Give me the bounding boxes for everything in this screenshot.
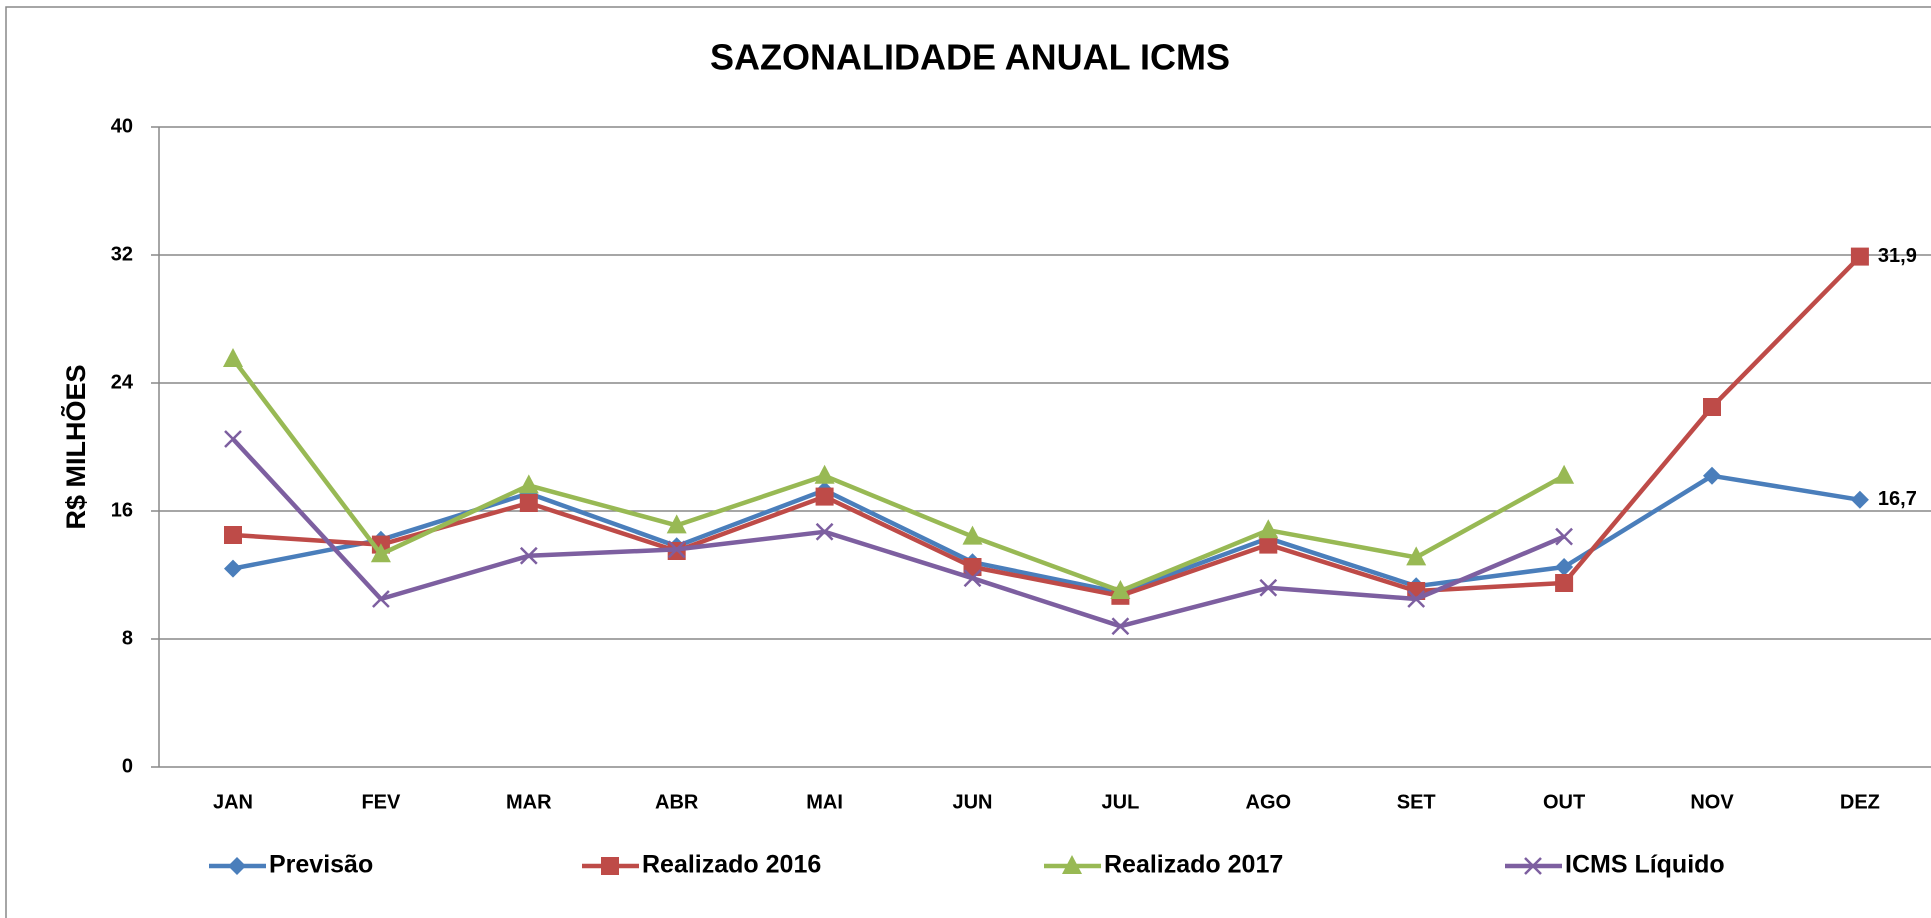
y-tick-label: 8 [122, 627, 133, 649]
legend-label: Realizado 2016 [642, 851, 821, 879]
legend-item: ICMS Líquido [1505, 851, 1725, 879]
point [1407, 590, 1426, 608]
point [1555, 558, 1574, 576]
point [372, 590, 390, 608]
x-tick-label: ABR [655, 791, 699, 813]
legend-marker [1062, 855, 1082, 874]
series-line [231, 437, 1565, 629]
point [814, 464, 835, 484]
point [1555, 527, 1573, 546]
point [1703, 466, 1721, 485]
x-tick-label: JUN [952, 791, 992, 813]
x-tick-label: MAR [506, 791, 552, 813]
point [1554, 464, 1575, 484]
point [815, 487, 834, 506]
y-axis-title: R$ MILHÕES [60, 364, 91, 529]
x-tick-label: OUT [1543, 791, 1585, 813]
data-label: 31,9 [1878, 245, 1917, 267]
point [518, 474, 539, 494]
legend-label: Previsão [269, 851, 373, 879]
y-tick-label: 32 [111, 243, 133, 265]
y-tick-label: 24 [111, 371, 134, 393]
y-tick-label: 16 [111, 499, 133, 521]
point [1258, 519, 1279, 539]
legend-item: Realizado 2016 [582, 851, 821, 879]
point [224, 526, 242, 544]
x-tick-label: NOV [1690, 791, 1734, 813]
point [666, 514, 687, 534]
point [1259, 578, 1278, 597]
legend-item: Realizado 2017 [1044, 851, 1283, 879]
point [1850, 490, 1869, 509]
point [963, 558, 982, 576]
x-tick-label: DEZ [1840, 791, 1880, 813]
point [1555, 574, 1574, 592]
x-tick-label: JAN [213, 791, 253, 813]
point [1259, 535, 1278, 554]
x-tick-label: AGO [1246, 791, 1292, 813]
data-label: 16,7 [1878, 488, 1917, 510]
y-tick-label: 40 [111, 115, 133, 137]
point [963, 569, 982, 588]
point [962, 525, 983, 545]
y-tick-label: 0 [122, 755, 133, 777]
x-tick-label: MAI [806, 791, 843, 813]
series-line [231, 357, 1566, 594]
point [1850, 247, 1869, 266]
chart-title: SAZONALIDADE ANUAL ICMS [710, 37, 1230, 78]
point [1111, 617, 1130, 636]
legend-label: ICMS Líquido [1565, 851, 1725, 879]
point [815, 522, 834, 541]
point [519, 546, 538, 565]
chart-frame [5, 6, 1931, 918]
legend-item: Previsão [209, 851, 373, 879]
x-tick-label: JUL [1102, 791, 1140, 813]
point [1110, 580, 1131, 599]
legend-label: Realizado 2017 [1104, 851, 1283, 879]
x-tick-label: SET [1397, 791, 1436, 813]
point [667, 540, 686, 559]
x-tick-label: FEV [361, 791, 401, 813]
legend-marker [228, 857, 246, 875]
point [1703, 398, 1721, 416]
point [224, 559, 242, 578]
point [1406, 546, 1427, 566]
point [370, 543, 391, 563]
series-line [232, 255, 1862, 599]
point [224, 430, 242, 448]
legend-marker [601, 857, 619, 875]
point [519, 494, 538, 512]
point [223, 348, 243, 367]
legend-marker [1524, 857, 1542, 875]
